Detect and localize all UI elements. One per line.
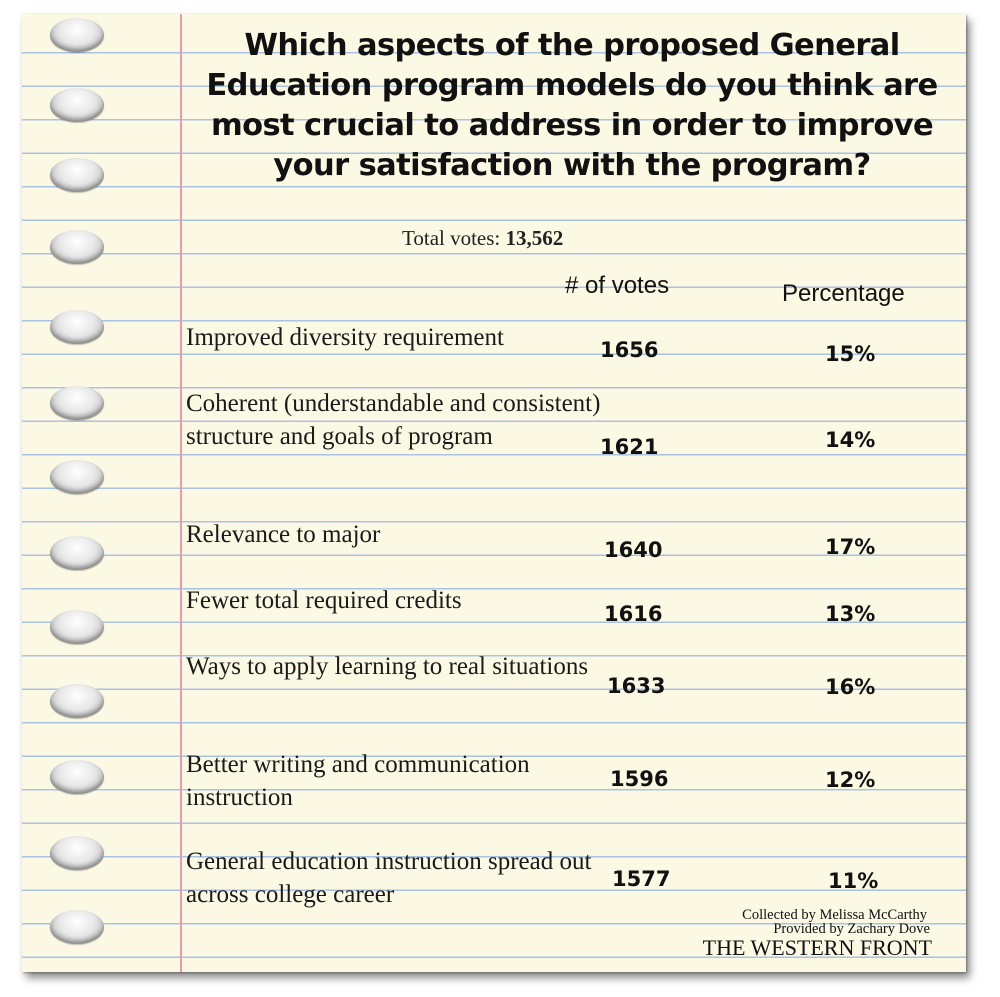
credit-provided-by: Provided by Zachary Dove bbox=[773, 921, 930, 937]
row-label: General education instruction spread out… bbox=[186, 848, 592, 908]
column-header-percentage: Percentage bbox=[782, 280, 905, 307]
margin-line bbox=[180, 14, 182, 972]
binder-hole bbox=[50, 760, 104, 794]
binder-hole bbox=[50, 386, 104, 420]
binder-hole bbox=[50, 910, 104, 944]
survey-question-title: Which aspects of the proposed General Ed… bbox=[206, 28, 938, 183]
row-votes: 1640 bbox=[604, 538, 663, 562]
binder-hole bbox=[50, 18, 104, 52]
row-votes: 1577 bbox=[612, 867, 671, 891]
row-percentage: 16% bbox=[825, 675, 876, 699]
binder-hole bbox=[50, 310, 104, 344]
total-votes: Total votes: 13,562 bbox=[402, 226, 563, 251]
binder-hole bbox=[50, 684, 104, 718]
publication-name: THE WESTERN FRONT bbox=[702, 935, 932, 960]
binder-hole bbox=[50, 460, 104, 494]
row-percentage: 14% bbox=[825, 428, 876, 452]
row-votes: 1616 bbox=[604, 602, 663, 626]
binder-hole bbox=[50, 836, 104, 870]
column-header-votes: # of votes bbox=[565, 272, 670, 299]
row-percentage: 17% bbox=[825, 535, 876, 559]
binder-hole bbox=[50, 230, 104, 264]
row-label: Coherent (understandable and consistent)… bbox=[186, 390, 601, 450]
row-votes: 1596 bbox=[610, 767, 669, 791]
total-votes-label: Total votes: bbox=[402, 226, 501, 250]
row-label: Improved diversity requirement bbox=[186, 324, 504, 351]
row-percentage: 13% bbox=[825, 602, 876, 626]
row-votes: 1656 bbox=[600, 338, 659, 362]
row-percentage: 11% bbox=[828, 869, 879, 893]
total-votes-value: 13,562 bbox=[505, 226, 564, 250]
row-label: Better writing and communication instruc… bbox=[186, 751, 530, 811]
credit-collected-by: Collected by Melissa McCarthy bbox=[742, 907, 927, 923]
row-label: Relevance to major bbox=[186, 521, 381, 548]
row-label: Fewer total required credits bbox=[186, 587, 462, 614]
binder-hole bbox=[50, 536, 104, 570]
binder-hole bbox=[50, 610, 104, 644]
row-votes: 1621 bbox=[600, 435, 659, 459]
row-percentage: 12% bbox=[825, 768, 876, 792]
row-votes: 1633 bbox=[607, 674, 666, 698]
binder-hole bbox=[50, 158, 104, 192]
binder-hole bbox=[50, 88, 104, 122]
row-percentage: 15% bbox=[825, 342, 876, 366]
notebook-page: Which aspects of the proposed General Ed… bbox=[22, 14, 966, 972]
row-label: Ways to apply learning to real situation… bbox=[186, 653, 589, 680]
